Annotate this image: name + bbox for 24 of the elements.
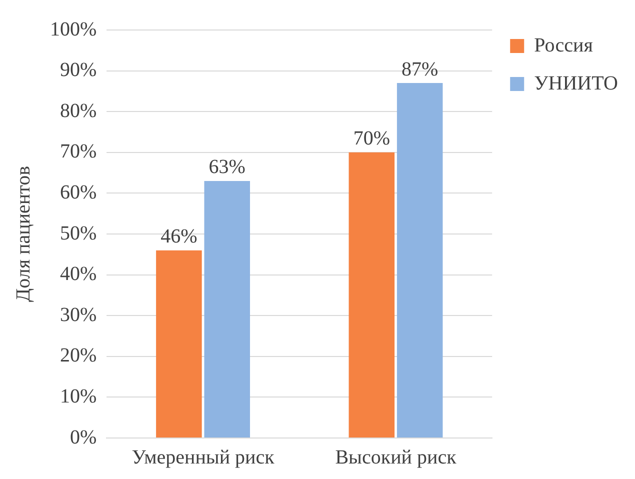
y-tick-label: 90% (60, 59, 97, 82)
y-tick-label: 10% (60, 385, 97, 408)
y-axis-title: Доля пациентов (12, 166, 34, 302)
bar (204, 180, 250, 438)
y-tick-label: 50% (60, 222, 97, 244)
data-label: 70% (353, 128, 390, 150)
y-tick-label: 30% (60, 304, 97, 326)
legend-label: УНИИТО (534, 72, 618, 94)
legend-label: Россия (534, 34, 593, 56)
y-tick-label: 60% (60, 181, 97, 204)
y-tick-label: 80% (60, 100, 97, 122)
x-tick-label: Высокий риск (335, 446, 457, 468)
y-tick-label: 70% (60, 140, 97, 163)
data-label: 46% (160, 226, 198, 248)
data-label: 63% (208, 156, 246, 178)
y-tick-label: 40% (60, 263, 97, 286)
data-label: 87% (402, 58, 438, 80)
y-tick-label: 20% (60, 344, 97, 367)
y-tick-label: 0% (70, 426, 97, 448)
x-tick-label: Умеренный риск (132, 446, 275, 468)
bar (396, 83, 443, 438)
y-tick-label: 100% (50, 18, 97, 40)
bar (348, 152, 395, 438)
bar (156, 250, 202, 438)
